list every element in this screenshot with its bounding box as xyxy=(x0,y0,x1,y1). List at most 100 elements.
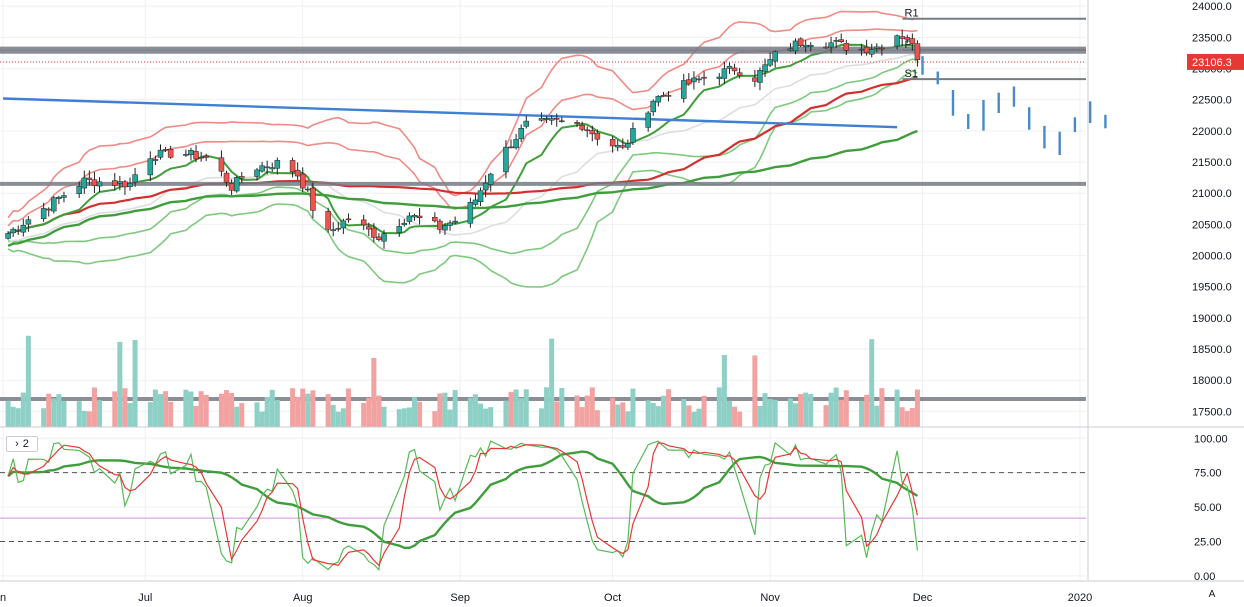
volume-bar xyxy=(574,395,580,427)
volume-bar xyxy=(909,408,915,427)
candle-body xyxy=(25,219,32,225)
volume-bar xyxy=(259,411,265,427)
candle-body xyxy=(340,220,347,229)
auto-scale-button[interactable]: A xyxy=(1208,588,1216,600)
candle-body xyxy=(904,37,911,40)
volume-bar xyxy=(274,399,280,427)
candle-body xyxy=(360,219,367,226)
candle-body xyxy=(660,95,667,97)
osc-slow-line xyxy=(7,450,919,549)
candle-body xyxy=(376,236,382,240)
bb-lower-green xyxy=(7,70,918,288)
volume-bar xyxy=(833,387,839,427)
price-tick-label: 21500.0 xyxy=(1192,157,1232,169)
indicator-toggle-button[interactable]: › 2 xyxy=(6,436,38,452)
candle-body xyxy=(655,96,662,103)
volume-bar xyxy=(452,390,458,427)
candle-body xyxy=(152,159,159,161)
volume-bar xyxy=(767,398,773,427)
candle-body xyxy=(772,51,778,62)
volume-bar xyxy=(188,391,194,427)
volume-bar xyxy=(793,403,799,427)
volume-bar xyxy=(655,406,661,427)
chevron-right-icon: › xyxy=(15,438,19,450)
pivot-label: S1 xyxy=(905,68,918,80)
osc-tick-label: 75.00 xyxy=(1194,468,1222,480)
volume-bar xyxy=(828,392,834,427)
candle-body xyxy=(452,220,458,223)
candle-body xyxy=(894,35,900,47)
ma-fast xyxy=(7,43,918,235)
candle-body xyxy=(15,229,21,232)
volume-bar xyxy=(472,394,478,427)
volume-bar xyxy=(218,393,224,427)
volume-bar xyxy=(503,400,509,427)
volume-bar xyxy=(752,355,758,427)
candle-body xyxy=(447,222,453,226)
volume-bar xyxy=(645,400,651,427)
candle-body xyxy=(579,124,585,130)
candle-body xyxy=(299,173,306,189)
projection-bars xyxy=(921,56,1107,156)
horizontal-levels: R1 P S1 xyxy=(0,8,1086,401)
candle-body xyxy=(127,183,133,187)
candle-body xyxy=(787,48,794,51)
candle-body xyxy=(269,167,275,170)
volume-bar xyxy=(701,395,707,427)
volume-bar xyxy=(310,390,316,427)
candle-body xyxy=(325,211,331,230)
candle-body xyxy=(117,181,123,184)
volume-bar xyxy=(234,406,240,427)
volume-bar xyxy=(737,411,743,427)
volume-bar xyxy=(239,403,245,427)
volume-bar xyxy=(152,389,158,427)
candle-body xyxy=(899,36,905,39)
candle-body xyxy=(233,177,240,192)
volume-bar xyxy=(874,405,880,427)
time-tick-label: Aug xyxy=(293,592,313,604)
candle-body xyxy=(228,183,235,191)
candle-body xyxy=(259,165,265,172)
candle-body xyxy=(310,187,316,211)
candle-body xyxy=(858,48,865,51)
candle-body xyxy=(726,65,733,69)
time-tick-label: Sep xyxy=(450,592,470,604)
candle-body xyxy=(122,181,128,188)
volume-bar xyxy=(869,339,875,427)
volume-bar xyxy=(589,387,595,427)
candle-body xyxy=(553,118,560,120)
candle-body xyxy=(5,233,11,239)
candle-body xyxy=(767,59,773,66)
candle-body xyxy=(802,44,809,48)
volume-bar xyxy=(696,408,702,427)
candle-body xyxy=(254,169,260,177)
candle-body xyxy=(731,67,738,72)
volume-bar xyxy=(224,390,230,427)
volume-bar xyxy=(787,398,793,427)
volume-bar xyxy=(803,392,809,427)
osc-tick-label: 25.00 xyxy=(1194,536,1222,548)
price-tick-label: 18000.0 xyxy=(1192,375,1232,387)
time-tick-label: Oct xyxy=(604,592,621,604)
candle-body xyxy=(305,188,311,191)
volume-bar xyxy=(295,396,301,427)
candle-body xyxy=(472,199,479,205)
volume-bar xyxy=(406,407,412,427)
volume-bar xyxy=(894,389,900,427)
volume-bar xyxy=(762,393,768,427)
volume-bar xyxy=(396,409,402,427)
volume-bar xyxy=(716,387,722,427)
volume-bar xyxy=(15,408,21,427)
candle-body xyxy=(757,69,763,83)
volume-bar xyxy=(112,391,118,427)
time-tick-label: Jul xyxy=(138,592,152,604)
last-price-badge xyxy=(1187,53,1244,70)
volume-bar xyxy=(584,395,590,427)
candle-body xyxy=(696,78,702,81)
candle-body xyxy=(614,145,621,148)
volume-bar xyxy=(859,400,865,427)
volume-bar xyxy=(757,405,763,427)
candle-body xyxy=(792,40,799,52)
